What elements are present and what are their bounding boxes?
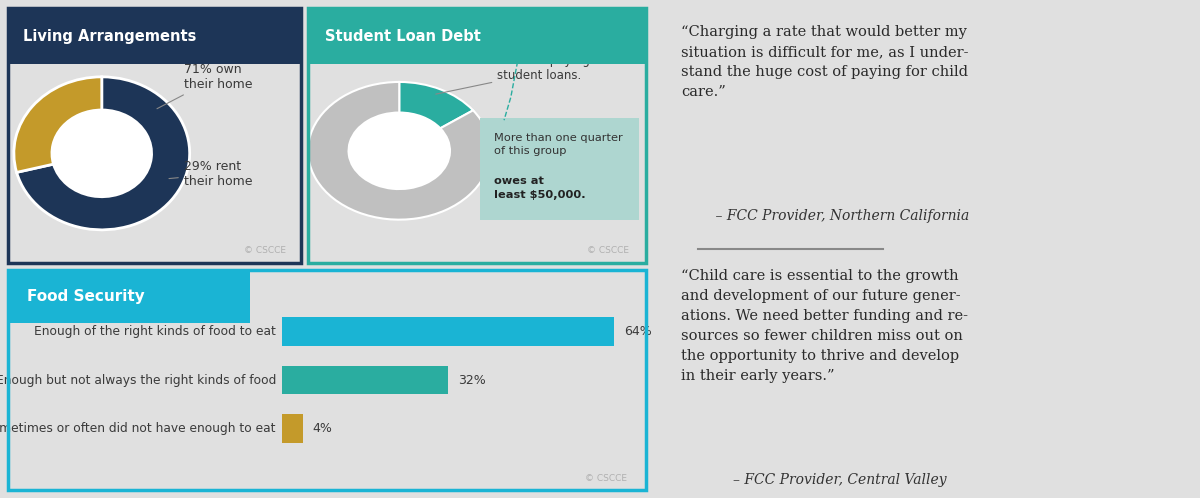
- Text: Student Loan Debt: Student Loan Debt: [325, 28, 481, 43]
- Text: © CSCCE: © CSCCE: [584, 475, 626, 484]
- FancyBboxPatch shape: [282, 414, 304, 443]
- Wedge shape: [17, 77, 190, 230]
- Text: 32%: 32%: [457, 374, 486, 386]
- Wedge shape: [400, 82, 473, 128]
- Text: Living Arrangements: Living Arrangements: [23, 28, 196, 43]
- Wedge shape: [308, 82, 491, 220]
- FancyBboxPatch shape: [282, 317, 614, 346]
- Text: © CSCCE: © CSCCE: [587, 247, 629, 255]
- Text: “Child care is essential to the growth
and development of our future gener-
atio: “Child care is essential to the growth a…: [682, 269, 968, 383]
- Text: More than one quarter
of this group: More than one quarter of this group: [494, 133, 623, 156]
- Text: 15% are paying down
student loans.: 15% are paying down student loans.: [436, 54, 625, 94]
- FancyBboxPatch shape: [480, 118, 640, 220]
- FancyBboxPatch shape: [282, 366, 449, 394]
- Text: Food Security: Food Security: [28, 289, 145, 304]
- Wedge shape: [14, 77, 102, 172]
- Text: – FCC Provider, Central Valley: – FCC Provider, Central Valley: [697, 473, 947, 487]
- Text: © CSCCE: © CSCCE: [245, 247, 287, 255]
- Text: 29% rent
their home: 29% rent their home: [169, 160, 252, 188]
- Text: Sometimes or often did not have enough to eat: Sometimes or often did not have enough t…: [0, 422, 276, 435]
- Text: – FCC Provider, Northern California: – FCC Provider, Northern California: [697, 209, 968, 223]
- Text: “Charging a rate that would better my
situation is difficult for me, as I under-: “Charging a rate that would better my si…: [682, 25, 968, 99]
- Text: Enough but not always the right kinds of food: Enough but not always the right kinds of…: [0, 374, 276, 386]
- FancyBboxPatch shape: [8, 270, 251, 323]
- Circle shape: [52, 110, 151, 197]
- Text: owes at
least $50,000.: owes at least $50,000.: [494, 176, 586, 200]
- FancyBboxPatch shape: [8, 8, 301, 64]
- Circle shape: [348, 113, 450, 189]
- Text: 4%: 4%: [313, 422, 332, 435]
- Text: 64%: 64%: [624, 325, 652, 338]
- FancyBboxPatch shape: [308, 8, 646, 64]
- Text: 71% own
their home: 71% own their home: [157, 63, 252, 109]
- Text: Enough of the right kinds of food to eat: Enough of the right kinds of food to eat: [34, 325, 276, 338]
